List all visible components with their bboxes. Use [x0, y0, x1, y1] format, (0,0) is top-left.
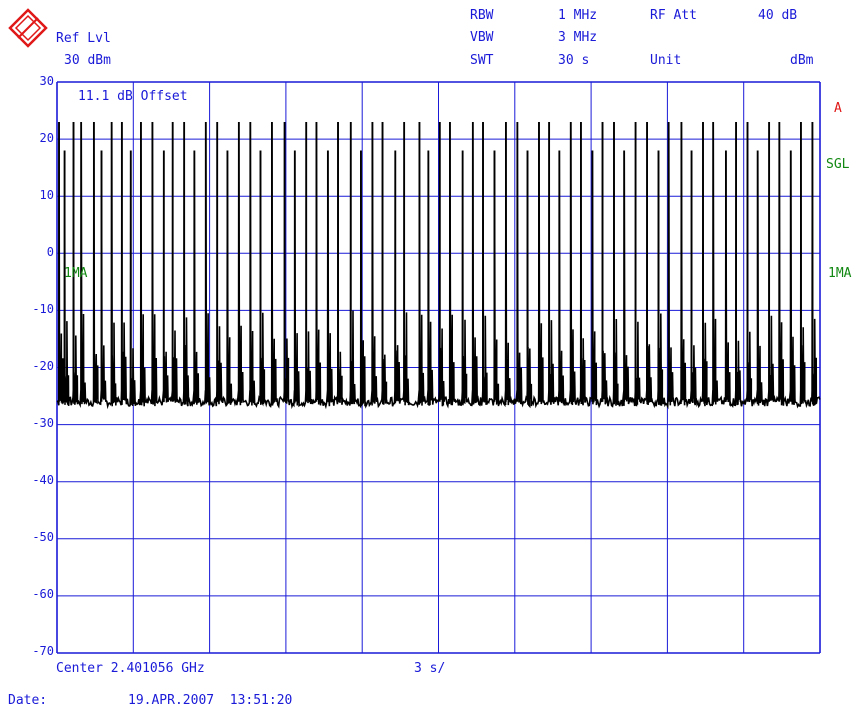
vbw-value: 3 MHz	[558, 30, 598, 45]
unit-label: Unit	[650, 53, 682, 68]
y-tick-label: -30	[32, 416, 54, 430]
offset-annotation: 11.1 dB Offset	[78, 89, 188, 104]
plot-grid	[56, 81, 821, 654]
y-tick-label: 0	[46, 245, 54, 259]
unit-value: dBm	[790, 53, 814, 68]
date-value: 19.APR.2007 13:51:20	[128, 693, 293, 708]
trace-label-right: 1MA	[828, 266, 852, 281]
vbw-label: VBW	[470, 30, 494, 45]
swt-value: 30 s	[558, 53, 590, 68]
y-tick-label: -60	[32, 587, 54, 601]
rbw-label: RBW	[470, 8, 494, 23]
rohde-schwarz-logo-icon	[8, 8, 48, 48]
trace-group	[56, 121, 821, 410]
trace-label-left: 1MA	[64, 266, 88, 281]
y-tick-label: -20	[32, 359, 54, 373]
y-tick-label: 20	[39, 131, 54, 145]
sgl-label: SGL	[826, 157, 850, 172]
y-tick-label: -50	[32, 530, 54, 544]
y-tick-label: -70	[32, 644, 54, 658]
y-tick-label: -40	[32, 473, 54, 487]
ref-lvl-label: Ref Lvl	[56, 31, 111, 46]
sweep-per-div: 3 s/	[414, 661, 446, 676]
y-tick-label: -10	[32, 302, 54, 316]
rf-att-value: 40 dB	[758, 8, 798, 23]
y-tick-label: 30	[39, 74, 54, 88]
y-tick-label: 10	[39, 188, 54, 202]
date-label: Date:	[8, 693, 48, 708]
marker-a-label: A	[834, 101, 842, 116]
swt-label: SWT	[470, 53, 494, 68]
center-frequency: Center 2.401056 GHz	[56, 661, 205, 676]
rf-att-label: RF Att	[650, 8, 697, 23]
rbw-value: 1 MHz	[558, 8, 598, 23]
ref-lvl-value: 30 dBm	[64, 53, 111, 68]
